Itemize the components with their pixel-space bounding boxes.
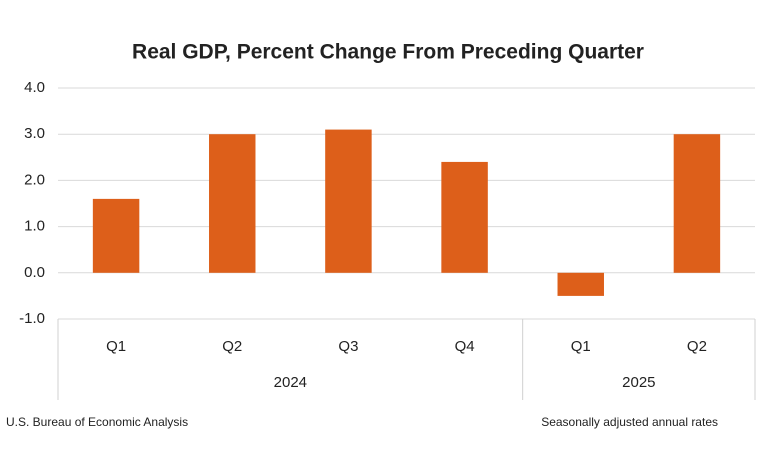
note: Seasonally adjusted annual rates bbox=[541, 415, 718, 429]
chart-title: Real GDP, Percent Change From Preceding … bbox=[132, 41, 644, 64]
bar bbox=[325, 129, 372, 273]
bar bbox=[673, 134, 721, 273]
bar bbox=[209, 134, 256, 273]
source: U.S. Bureau of Economic Analysis bbox=[6, 415, 188, 429]
y-tick-label: 1.0 bbox=[24, 218, 45, 235]
x-tick-label: Q4 bbox=[455, 338, 475, 355]
y-tick-label: 3.0 bbox=[24, 125, 45, 142]
y-tick-label: 0.0 bbox=[24, 264, 45, 281]
y-tick-label: -1.0 bbox=[19, 310, 45, 327]
x-tick-label: Q2 bbox=[222, 338, 242, 355]
group-label: 2024 bbox=[274, 374, 307, 391]
x-tick-label: Q2 bbox=[687, 338, 707, 355]
x-tick-label: Q3 bbox=[338, 338, 358, 355]
x-tick-label: Q1 bbox=[571, 338, 591, 355]
y-tick-label: 2.0 bbox=[24, 171, 45, 188]
bar bbox=[92, 198, 140, 273]
x-tick-label: Q1 bbox=[106, 338, 126, 355]
bar bbox=[441, 161, 488, 273]
group-label: 2025 bbox=[622, 374, 655, 391]
y-tick-label: 4.0 bbox=[24, 79, 45, 96]
bar bbox=[557, 272, 604, 296]
